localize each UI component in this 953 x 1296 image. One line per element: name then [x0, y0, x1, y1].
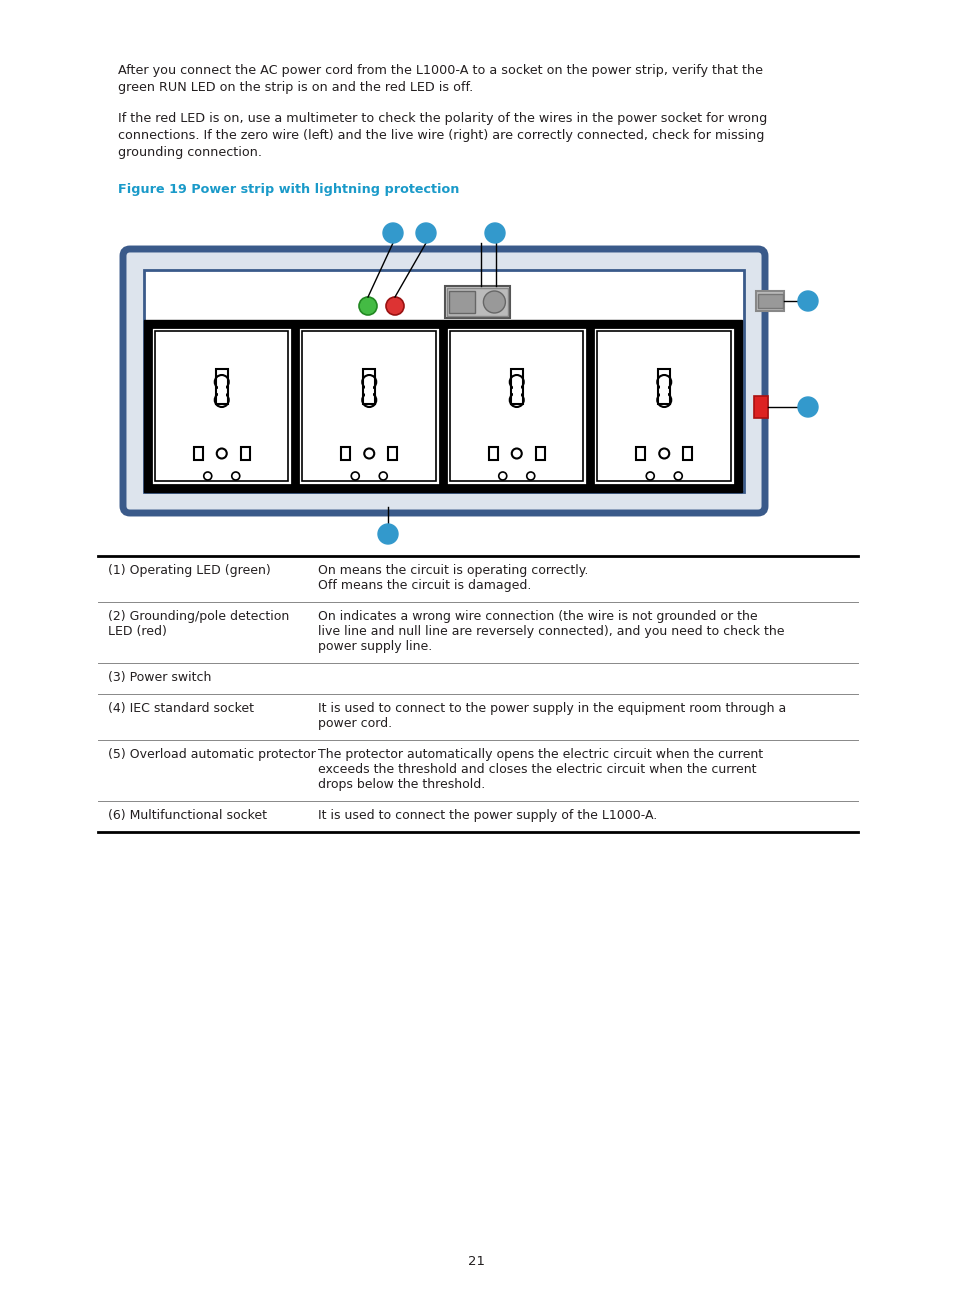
Circle shape — [657, 393, 671, 407]
Text: The protector automatically opens the electric circuit when the current: The protector automatically opens the el… — [317, 748, 762, 761]
Circle shape — [362, 393, 375, 407]
Circle shape — [498, 472, 506, 480]
Bar — [144, 320, 741, 492]
Text: If the red LED is on, use a multimeter to check the polarity of the wires in the: If the red LED is on, use a multimeter t… — [118, 111, 766, 124]
Circle shape — [364, 448, 374, 459]
Bar — [217, 382, 226, 400]
Circle shape — [351, 472, 359, 480]
Circle shape — [797, 397, 817, 417]
Bar — [193, 447, 203, 460]
Circle shape — [797, 292, 817, 311]
Text: grounding connection.: grounding connection. — [118, 145, 262, 158]
Text: (6) Multifunctional socket: (6) Multifunctional socket — [108, 809, 267, 822]
Text: drops below the threshold.: drops below the threshold. — [317, 778, 485, 791]
Bar — [510, 369, 522, 404]
Text: live line and null line are reversely connected), and you need to check the: live line and null line are reversely co… — [317, 625, 783, 638]
Circle shape — [377, 524, 397, 544]
Bar — [753, 397, 767, 419]
Circle shape — [358, 297, 376, 315]
Bar — [446, 327, 587, 485]
Text: It is used to connect to the power supply in the equipment room through a: It is used to connect to the power suppl… — [317, 702, 785, 715]
Text: Figure 19 Power strip with lightning protection: Figure 19 Power strip with lightning pro… — [118, 183, 459, 196]
Text: connections. If the zero wire (left) and the live wire (right) are correctly con: connections. If the zero wire (left) and… — [118, 128, 763, 141]
Text: (3) Power switch: (3) Power switch — [108, 671, 212, 684]
Circle shape — [657, 375, 671, 389]
Bar — [449, 292, 475, 314]
Text: (4) IEC standard socket: (4) IEC standard socket — [108, 702, 253, 715]
Circle shape — [216, 448, 227, 459]
Bar — [658, 369, 670, 404]
Bar — [597, 330, 730, 481]
Text: exceeds the threshold and closes the electric circuit when the current: exceeds the threshold and closes the ele… — [317, 763, 756, 776]
Bar — [488, 447, 497, 460]
FancyBboxPatch shape — [123, 249, 764, 513]
Circle shape — [526, 472, 535, 480]
Bar — [536, 447, 544, 460]
Bar — [388, 447, 396, 460]
Circle shape — [379, 472, 387, 480]
Bar — [365, 382, 373, 400]
Bar — [512, 382, 520, 400]
Text: (2) Grounding/pole detection: (2) Grounding/pole detection — [108, 610, 289, 623]
Bar — [447, 288, 507, 316]
Bar — [341, 447, 350, 460]
Bar — [758, 294, 782, 308]
Text: On means the circuit is operating correctly.: On means the circuit is operating correc… — [317, 564, 588, 577]
Bar — [298, 327, 439, 485]
Text: 21: 21 — [468, 1255, 485, 1267]
Bar — [636, 447, 644, 460]
Bar — [450, 330, 583, 481]
Circle shape — [214, 375, 229, 389]
Bar — [659, 382, 667, 400]
Bar — [755, 292, 783, 311]
Bar — [151, 327, 293, 485]
Circle shape — [511, 448, 521, 459]
Text: power cord.: power cord. — [317, 717, 392, 730]
Circle shape — [416, 223, 436, 244]
Bar — [215, 369, 228, 404]
Circle shape — [382, 223, 402, 244]
Text: LED (red): LED (red) — [108, 625, 167, 638]
Circle shape — [386, 297, 403, 315]
Circle shape — [509, 375, 523, 389]
Bar — [444, 286, 510, 318]
Text: Off means the circuit is damaged.: Off means the circuit is damaged. — [317, 579, 531, 592]
Circle shape — [204, 472, 212, 480]
Text: green RUN LED on the strip is on and the red LED is off.: green RUN LED on the strip is on and the… — [118, 80, 473, 95]
Bar — [363, 369, 375, 404]
Circle shape — [483, 292, 505, 314]
Circle shape — [509, 393, 523, 407]
Bar — [240, 447, 250, 460]
Circle shape — [645, 472, 654, 480]
Bar — [147, 323, 739, 489]
Text: (1) Operating LED (green): (1) Operating LED (green) — [108, 564, 271, 577]
Text: It is used to connect the power supply of the L1000-A.: It is used to connect the power supply o… — [317, 809, 657, 822]
Text: (5) Overload automatic protector: (5) Overload automatic protector — [108, 748, 315, 761]
Circle shape — [674, 472, 681, 480]
Text: power supply line.: power supply line. — [317, 640, 432, 653]
Bar — [593, 327, 734, 485]
Text: On indicates a wrong wire connection (the wire is not grounded or the: On indicates a wrong wire connection (th… — [317, 610, 757, 623]
Text: After you connect the AC power cord from the L1000-A to a socket on the power st: After you connect the AC power cord from… — [118, 64, 762, 76]
Bar — [144, 270, 743, 492]
Bar — [154, 330, 288, 481]
Circle shape — [484, 223, 504, 244]
Circle shape — [232, 472, 239, 480]
Bar — [302, 330, 436, 481]
Circle shape — [659, 448, 669, 459]
Bar — [682, 447, 692, 460]
Circle shape — [362, 375, 375, 389]
Circle shape — [214, 393, 229, 407]
